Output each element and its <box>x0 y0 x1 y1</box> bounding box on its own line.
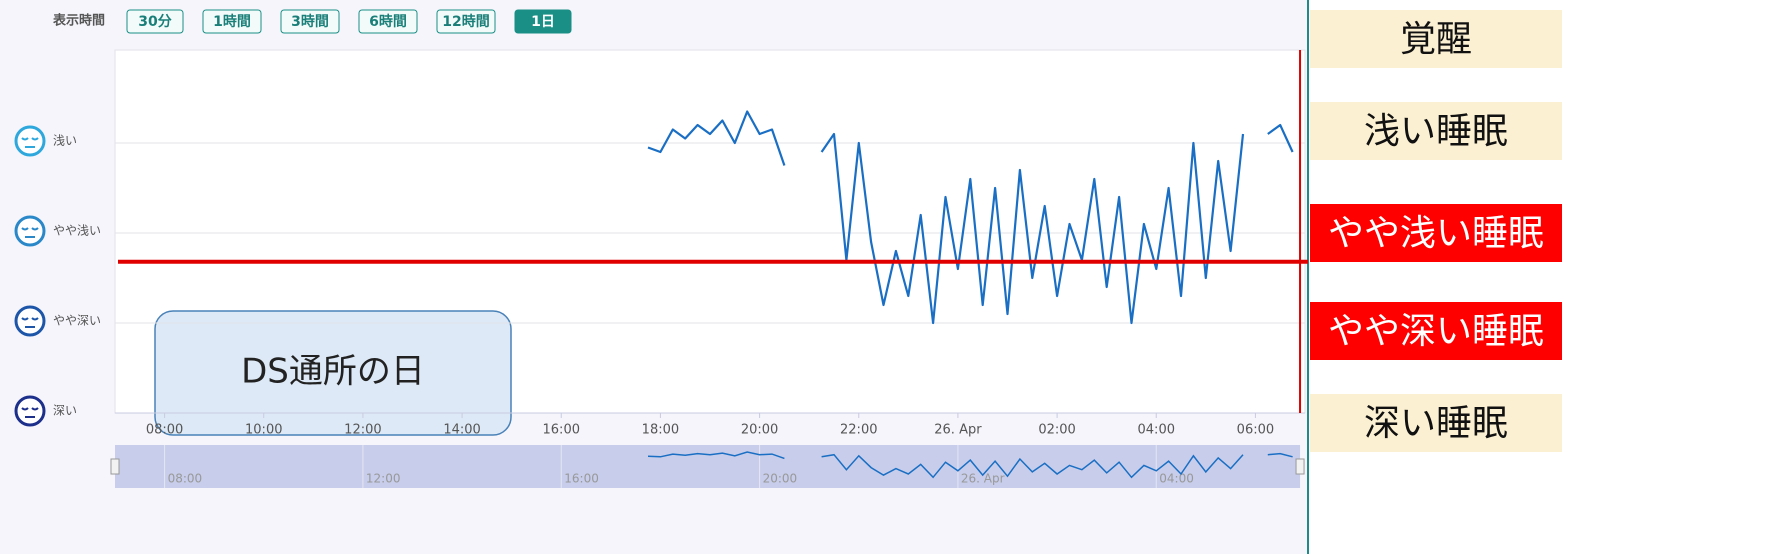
range-button-label[interactable]: 6時間 <box>369 13 407 30</box>
navigator-tick-label: 12:00 <box>366 472 401 486</box>
range-button[interactable] <box>126 9 184 34</box>
side-label: やや深い睡眠 <box>1328 311 1544 352</box>
side-label-bg <box>1310 102 1562 160</box>
range-button[interactable] <box>280 9 340 34</box>
annotation-box <box>154 310 512 436</box>
range-button-label[interactable]: 1日 <box>531 14 555 30</box>
x-tick-label: 22:00 <box>840 423 877 438</box>
range-button[interactable] <box>358 9 418 34</box>
face-icon <box>14 125 46 157</box>
x-tick-label: 18:00 <box>642 423 679 438</box>
range-button[interactable] <box>436 9 496 34</box>
face-icon <box>21 227 39 238</box>
side-label: 深い睡眠 <box>1364 403 1508 444</box>
range-button-label[interactable]: 1時間 <box>213 13 251 30</box>
annotation: DS通所の日 <box>241 352 425 392</box>
x-tick-label: 04:00 <box>1138 423 1175 438</box>
face-icon <box>14 395 46 427</box>
face-icon <box>21 317 39 328</box>
range-label: 表示時間 <box>52 13 105 29</box>
navigator-handle[interactable] <box>1295 458 1305 475</box>
navigator-line <box>647 451 1293 479</box>
side-label: 覚醒 <box>1400 19 1472 60</box>
x-tick-label: 12:00 <box>344 423 381 438</box>
x-tick-label: 26. Apr <box>934 423 982 438</box>
x-tick-label: 14:00 <box>443 423 480 438</box>
y-tick-label: やや浅い <box>53 224 101 238</box>
face-icon <box>21 407 39 418</box>
side-bg <box>1308 0 1769 554</box>
x-tick-label: 20:00 <box>741 423 778 438</box>
sleep-line <box>647 110 1294 325</box>
range-button-label[interactable]: 3時間 <box>291 13 329 30</box>
y-tick-label: 浅い <box>53 134 77 148</box>
y-tick-label: やや深い <box>53 314 101 328</box>
navigator-tick-label: 20:00 <box>763 472 798 486</box>
face-icon <box>14 305 46 337</box>
navigator-handle[interactable] <box>110 458 120 475</box>
navigator-tick-label: 26. Apr <box>961 472 1005 486</box>
range-button[interactable] <box>202 9 262 34</box>
side-label: やや浅い睡眠 <box>1328 213 1544 254</box>
x-tick-label: 10:00 <box>245 423 282 438</box>
navigator-tick-label: 16:00 <box>564 472 599 486</box>
range-button[interactable] <box>514 9 572 34</box>
navigator-tick-label: 04:00 <box>1159 472 1194 486</box>
y-tick-label: 深い <box>53 404 77 418</box>
face-icon <box>21 137 39 148</box>
x-tick-label: 06:00 <box>1237 423 1274 438</box>
face-icon <box>14 215 46 247</box>
range-button-label[interactable]: 30分 <box>138 14 171 30</box>
side-label: 浅い睡眠 <box>1364 111 1508 152</box>
side-label-bg <box>1310 302 1562 360</box>
x-tick-label: 02:00 <box>1038 423 1075 438</box>
x-tick-label: 16:00 <box>543 423 580 438</box>
range-button-label[interactable]: 12時間 <box>442 13 489 30</box>
side-label-bg <box>1310 10 1562 68</box>
x-tick-label: 08:00 <box>146 423 183 438</box>
side-label-bg <box>1310 204 1562 262</box>
side-label-bg <box>1310 394 1562 452</box>
navigator-tick-label: 08:00 <box>168 472 203 486</box>
navigator-bg <box>115 445 1301 488</box>
